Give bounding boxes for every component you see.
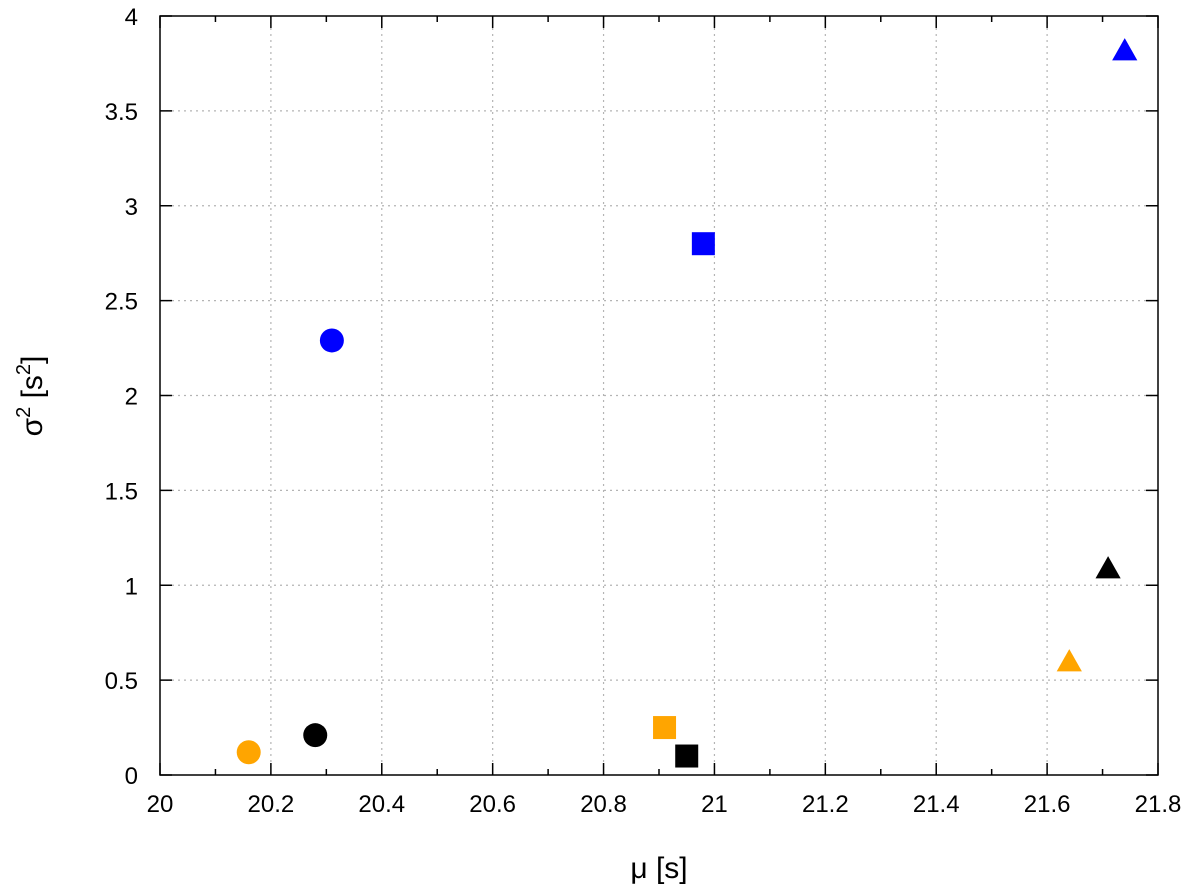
y-axis-label: σ2 [s2] (13, 356, 49, 437)
data-point-triangle (1056, 649, 1082, 672)
x-tick-label: 21.8 (1135, 791, 1182, 818)
x-tick-label: 20.4 (358, 791, 405, 818)
y-tick-label: 2.5 (105, 289, 138, 316)
plot-frame (159, 15, 1159, 776)
x-tick-label: 21 (701, 791, 728, 818)
data-point-triangle (1095, 556, 1121, 579)
data-point-triangle (1112, 38, 1138, 61)
x-axis-label: μ [s] (630, 852, 687, 885)
data-point-circle (236, 740, 261, 765)
data-point-circle (303, 723, 328, 748)
x-tick-label: 21.4 (913, 791, 960, 818)
data-point-circle (319, 328, 344, 353)
data-point-square (653, 716, 677, 740)
y-tick-label: 1.5 (105, 478, 138, 505)
x-tick-label: 20.8 (580, 791, 627, 818)
data-point-square (675, 744, 699, 768)
y-tick-label: 4 (125, 4, 138, 31)
x-tick-labels: 20 20.2 20.4 20.6 20.8 21 21.2 21.4 21.6 21.8 (147, 791, 1182, 818)
y-tick-label: 3 (125, 194, 138, 221)
data-point-square (691, 232, 715, 256)
y-tick-label: 0 (125, 763, 138, 790)
y-tick-label: 0.5 (105, 668, 138, 695)
grid (160, 16, 1158, 775)
y-tick-labels: 0 0.5 1 1.5 2 2.5 3 3.5 4 (105, 4, 138, 790)
y-tick-label: 1 (125, 573, 138, 600)
x-tick-label: 21.2 (802, 791, 849, 818)
data-points (236, 38, 1138, 768)
y-tick-label: 2 (125, 384, 138, 411)
y-tick-label: 3.5 (105, 99, 138, 126)
x-tick-label: 20 (147, 791, 174, 818)
x-tick-label: 20.2 (248, 791, 295, 818)
x-tick-label: 21.6 (1024, 791, 1071, 818)
x-tick-label: 20.6 (469, 791, 516, 818)
